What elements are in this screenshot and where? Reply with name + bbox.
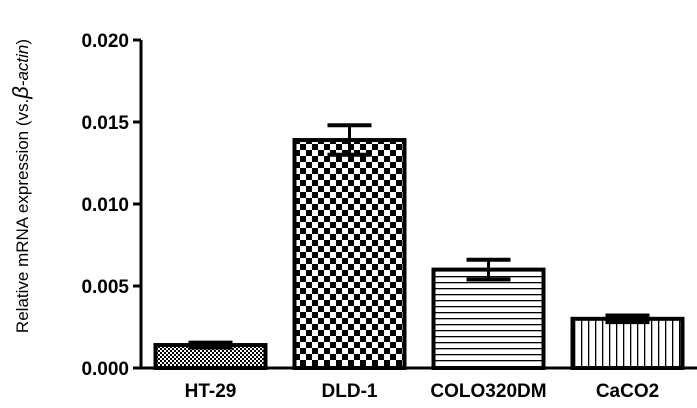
x-tick-label: CaCO2 bbox=[596, 381, 659, 402]
y-tick-label: 0.005 bbox=[81, 277, 129, 298]
y-axis-title: Relative mRNA expression (vs.β-actin) bbox=[8, 39, 33, 333]
y-tick-label: 0.015 bbox=[81, 113, 129, 134]
x-tick-label: COLO320DM bbox=[430, 381, 546, 402]
y-tick-label: 0.020 bbox=[81, 31, 129, 52]
y-axis-title-beta: β bbox=[8, 86, 33, 100]
bar-colo320dm bbox=[431, 267, 546, 371]
error-bars bbox=[188, 123, 650, 350]
x-tick-label: HT-29 bbox=[185, 381, 237, 402]
x-tick-label: DLD-1 bbox=[322, 381, 378, 402]
bar-dld-1 bbox=[292, 138, 407, 370]
y-axis-title-part-1: Relative mRNA expression (vs. bbox=[13, 99, 32, 333]
bars bbox=[153, 138, 685, 371]
x-tick-labels: HT-29 DLD-1 COLO320DM CaCO2 bbox=[185, 381, 660, 402]
y-ticks: 0.000 0.005 0.010 0.015 0.020 bbox=[81, 31, 141, 380]
y-tick-label: 0.000 bbox=[81, 359, 129, 380]
y-axis-title-part-4: ) bbox=[13, 39, 32, 45]
bar-caco2 bbox=[570, 316, 685, 370]
y-tick-label: 0.010 bbox=[81, 195, 129, 216]
y-axis-label: Relative mRNA expression (vs.β-actin) bbox=[8, 39, 33, 333]
y-axis-title-actin: -actin bbox=[13, 45, 32, 87]
